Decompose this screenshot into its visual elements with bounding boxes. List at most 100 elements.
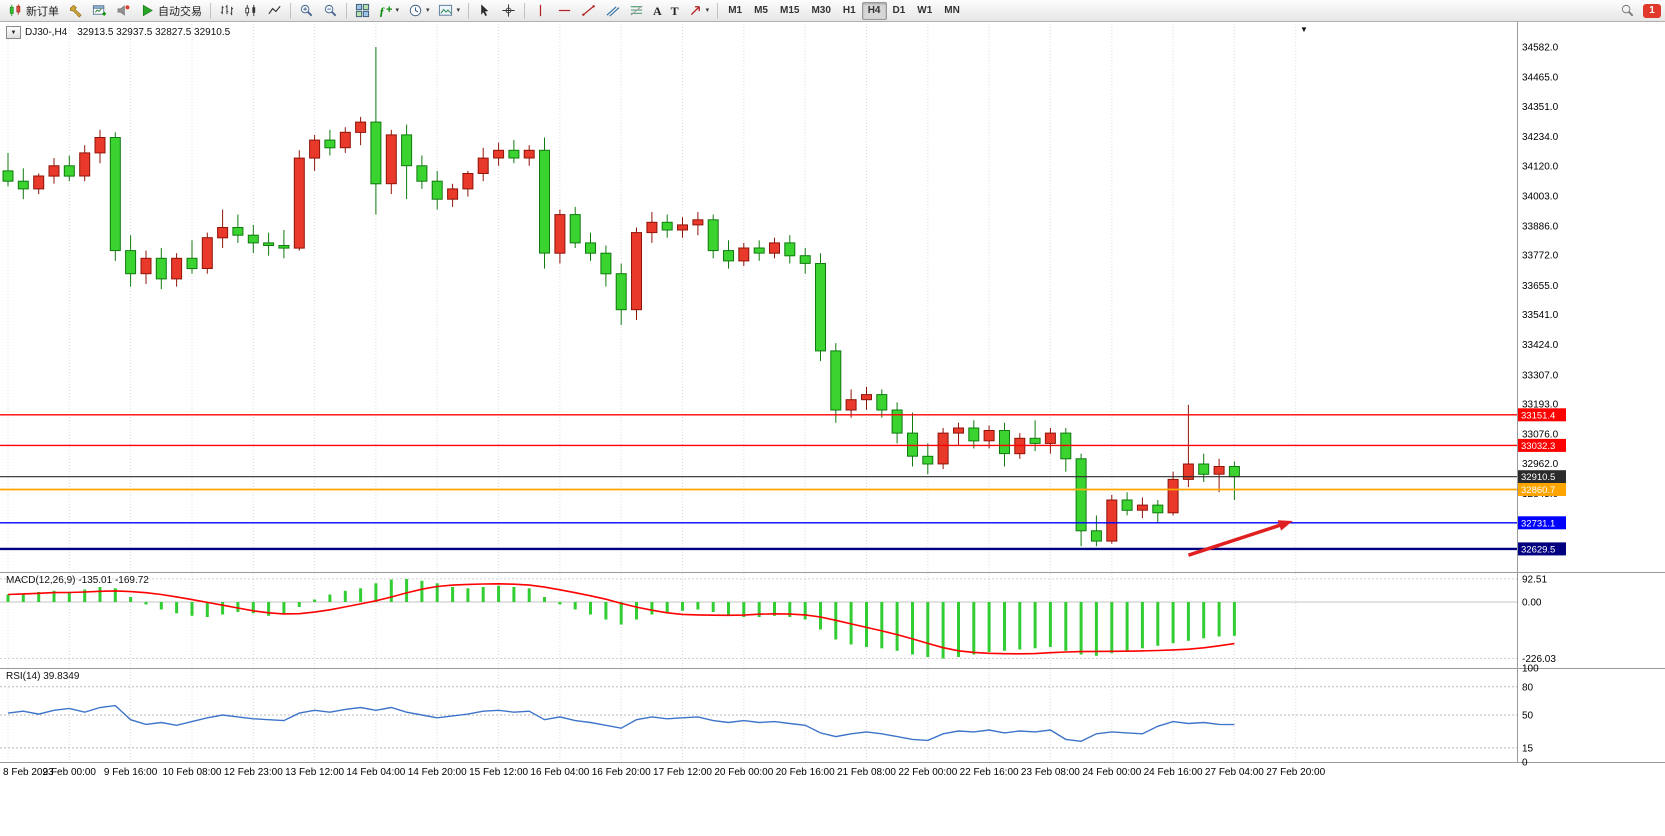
chart-ohlc-values: 32913.5 32937.5 32827.5 32910.5 [77,27,231,38]
template-icon [439,4,453,16]
new-order-button[interactable]: 新订单 [4,1,63,20]
notification-badge[interactable]: 1 [1643,3,1661,18]
svg-text:24 Feb 00:00: 24 Feb 00:00 [1082,767,1141,778]
svg-text:34003.0: 34003.0 [1522,191,1559,202]
arrows-tool-button[interactable]: ▾ [684,1,714,20]
timeframe-m1-button[interactable]: M1 [722,2,748,20]
hammer-icon [70,4,82,18]
auto-trading-button[interactable]: 自动交易 [136,1,206,20]
svg-text:80: 80 [1522,682,1534,693]
collapse-chart-button[interactable]: ▼ [6,26,21,39]
chevron-down-icon: ▾ [705,7,710,14]
svg-text:33772.0: 33772.0 [1522,251,1559,262]
svg-text:22 Feb 16:00: 22 Feb 16:00 [960,767,1019,778]
svg-text:50: 50 [1522,711,1534,722]
vertical-line-button[interactable] [529,1,552,20]
toolbar-separator [290,2,291,19]
svg-text:33307.0: 33307.0 [1522,370,1559,381]
search-icon [1621,4,1634,17]
timeframe-m30-button[interactable]: M30 [805,2,836,20]
pane-borders [0,22,1665,763]
zoom-out-button[interactable] [319,1,342,20]
svg-text:34582.0: 34582.0 [1522,43,1559,54]
tools-button[interactable] [64,1,87,20]
clock-icon [409,4,422,17]
svg-text:15: 15 [1522,743,1534,754]
channel-button[interactable] [601,1,624,20]
timeframe-m5-button[interactable]: M5 [748,2,774,20]
auto-trading-label: 自动交易 [158,5,202,18]
collapse-icon: ▼ [10,29,17,36]
bar-chart-button[interactable] [215,1,238,20]
timeframe-d1-button[interactable]: D1 [887,2,912,20]
horizontal-line-icon [558,9,571,12]
svg-text:32731.1: 32731.1 [1521,518,1555,529]
new-order-icon [9,4,21,17]
svg-text:33541.0: 33541.0 [1522,310,1559,321]
chart-shift-marker[interactable]: ▼ [1300,25,1308,34]
timeframe-h4-button[interactable]: H4 [861,1,887,20]
text-tool-button[interactable]: A [649,1,666,20]
label-tool-button[interactable]: T [667,1,683,20]
svg-text:32910.5: 32910.5 [1521,472,1555,483]
chart-window: 34582.0 34465.0 34351.0 34234.0 34120.0 34003… [0,22,1665,836]
macd-pane [0,578,1517,660]
zoom-in-button[interactable] [295,1,318,20]
toolbar-separator [210,2,211,19]
price-axis: 34582.0 34465.0 34351.0 34234.0 34120.0 34003… [1518,43,1566,769]
cursor-button[interactable] [473,1,496,20]
svg-text:22 Feb 00:00: 22 Feb 00:00 [898,767,957,778]
svg-text:20 Feb 16:00: 20 Feb 16:00 [776,767,835,778]
candle-chart-button[interactable] [239,1,262,20]
speaker-icon [117,5,130,16]
timeframe-group: M1 M5 M15 M30 H1 H4 D1 W1 MN [722,1,966,20]
svg-text:0: 0 [1522,758,1528,769]
tile-windows-button[interactable] [351,1,374,20]
svg-text:13 Feb 12:00: 13 Feb 12:00 [285,767,344,778]
svg-text:92.51: 92.51 [1522,574,1547,585]
timeframe-mn-button[interactable]: MN [938,2,966,20]
chevron-down-icon: ▾ [456,7,460,14]
vertical-line-icon [539,4,542,17]
toolbar-separator [467,2,469,19]
trendline-button[interactable] [577,1,600,20]
chart-header: ▼ DJ30-,H4 32913.5 32937.5 32827.5 32910… [6,26,230,39]
svg-text:33655.0: 33655.0 [1522,281,1559,292]
alerts-button[interactable] [112,1,135,20]
zoom-out-icon [324,4,337,17]
timeframe-m15-button[interactable]: M15 [774,2,805,20]
fibonacci-button[interactable] [625,1,648,20]
search-button[interactable] [1616,1,1639,20]
tile-windows-icon [355,3,370,18]
svg-text:-226.03: -226.03 [1522,654,1556,665]
indicators-button[interactable]: ƒ + ▾ [375,1,403,20]
horizontal-line-button[interactable] [553,1,576,20]
crosshair-button[interactable] [497,1,520,20]
svg-text:16 Feb 20:00: 16 Feb 20:00 [592,767,651,778]
chart-canvas[interactable]: 34582.0 34465.0 34351.0 34234.0 34120.0 34003… [0,22,1665,836]
chevron-down-icon: ▾ [425,7,430,14]
svg-text:27 Feb 20:00: 27 Feb 20:00 [1266,767,1325,778]
svg-text:17 Feb 12:00: 17 Feb 12:00 [653,767,712,778]
toolbar-separator [523,2,525,19]
play-icon [142,4,153,17]
chart-window-icon [92,5,107,16]
channel-icon [606,6,620,17]
svg-text:34465.0: 34465.0 [1522,73,1559,84]
period-button[interactable]: ▾ [404,1,434,20]
svg-text:9 Feb 16:00: 9 Feb 16:00 [104,767,158,778]
svg-text:33424.0: 33424.0 [1522,340,1559,351]
svg-text:8 Feb 2023: 8 Feb 2023 [3,767,54,778]
text-tool-icon: A [652,3,662,18]
timeframe-h1-button[interactable]: H1 [837,2,862,20]
new-chart-button[interactable] [88,1,111,20]
plus-icon: + [386,4,393,16]
svg-text:34120.0: 34120.0 [1522,161,1559,172]
bar-chart-icon [220,4,234,16]
template-button[interactable]: ▾ [434,1,464,20]
new-order-label: 新订单 [26,5,59,18]
line-chart-button[interactable] [263,1,286,20]
svg-text:33193.0: 33193.0 [1522,400,1559,411]
svg-text:33151.4: 33151.4 [1521,410,1555,421]
timeframe-w1-button[interactable]: W1 [911,2,938,20]
